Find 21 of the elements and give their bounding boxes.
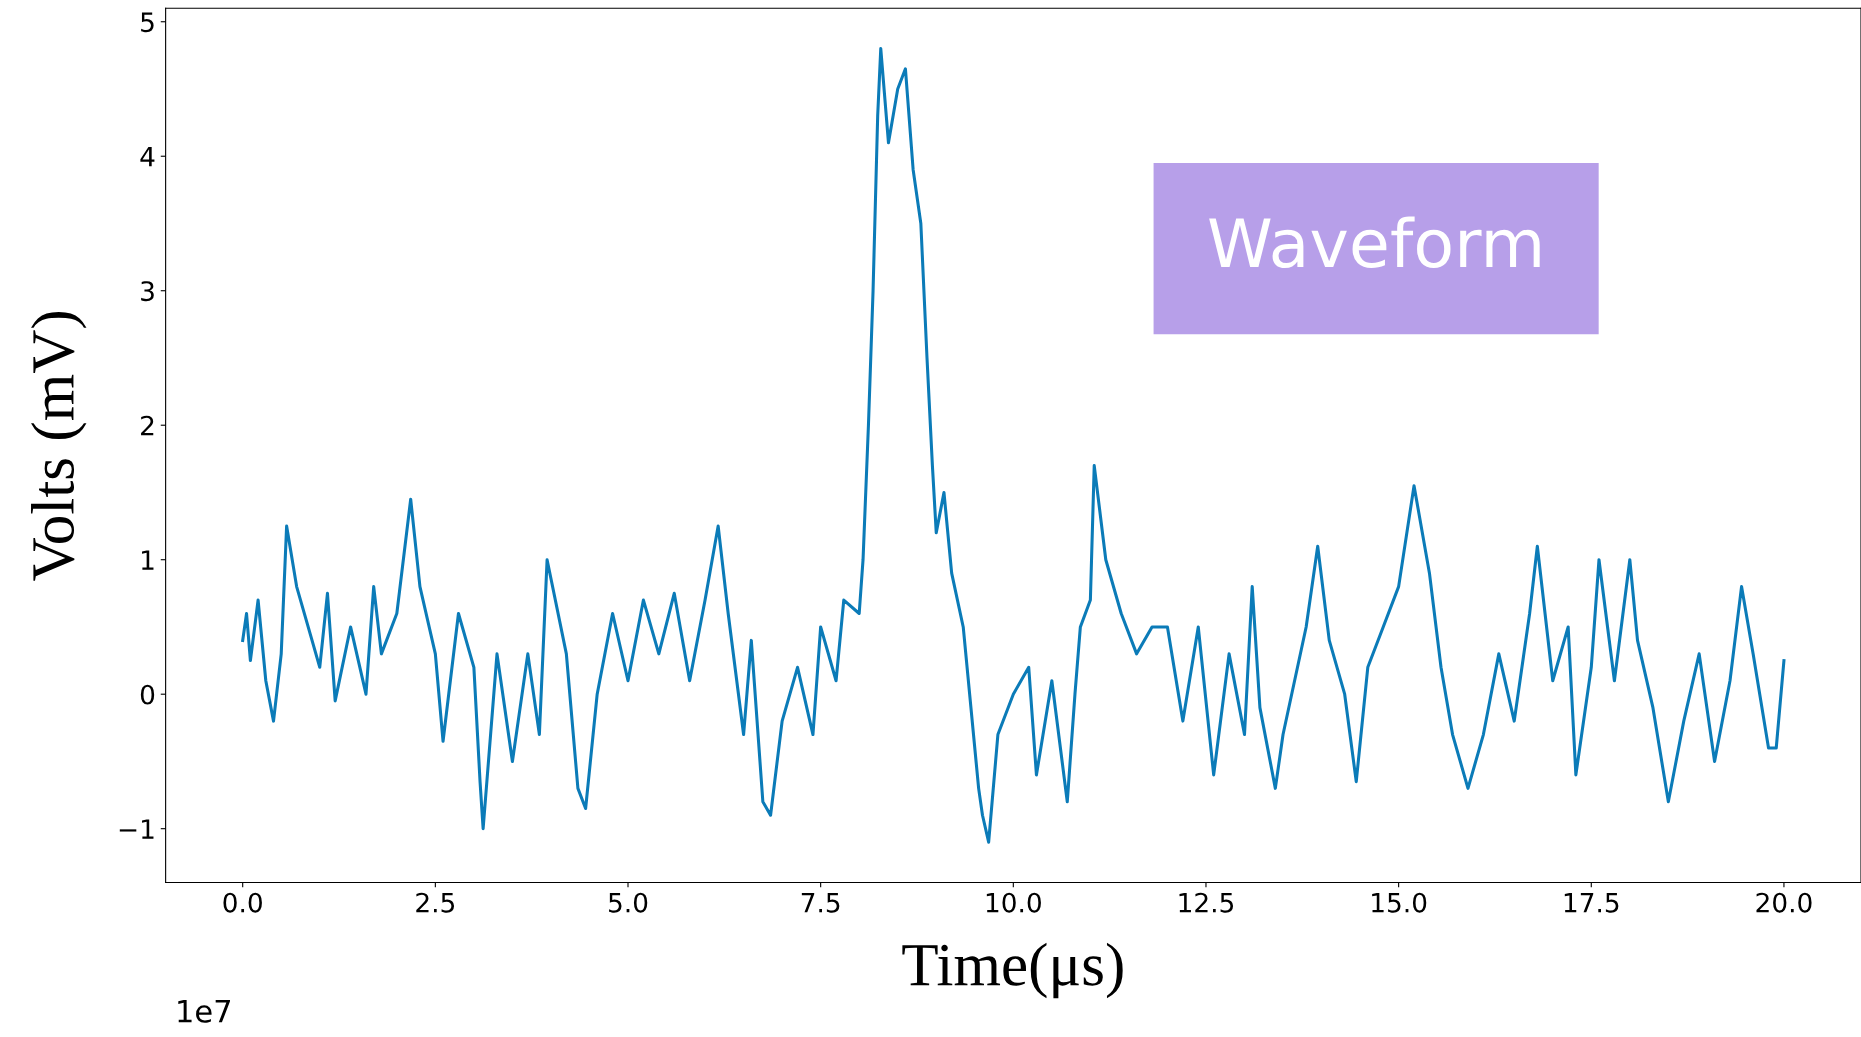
y-tick-label: −1 (119, 819, 154, 839)
text: 1e7 (178, 1000, 230, 1023)
x-axis-title: Time(μs) (902, 942, 1123, 999)
x-tick-label: 10.0 (986, 892, 1041, 913)
y-tick-label: 2 (141, 415, 154, 436)
y-tick-label: 0 (140, 684, 155, 705)
x-tick-label: 15.0 (1372, 892, 1427, 913)
x-tick-label: 17.5 (1564, 893, 1619, 913)
y-tick-label: 1 (142, 550, 154, 570)
x-tick-label: 7.5 (801, 893, 840, 913)
x-tick-label: 12.5 (1179, 892, 1234, 913)
annotation: Waveform (1209, 216, 1540, 269)
y-tick-label: 5 (141, 12, 154, 33)
y-tick-label: 3 (141, 281, 154, 302)
x-tick-label: 0.0 (223, 892, 262, 913)
y-axis-title: Volts (mV) (31, 311, 87, 581)
x-tick-label: 5.0 (609, 892, 648, 913)
line-series (241, 47, 1786, 844)
x-tick-label: 2.5 (416, 892, 455, 913)
x-tick-label: 20.0 (1756, 892, 1812, 913)
y-tick-label: 4 (140, 147, 155, 167)
